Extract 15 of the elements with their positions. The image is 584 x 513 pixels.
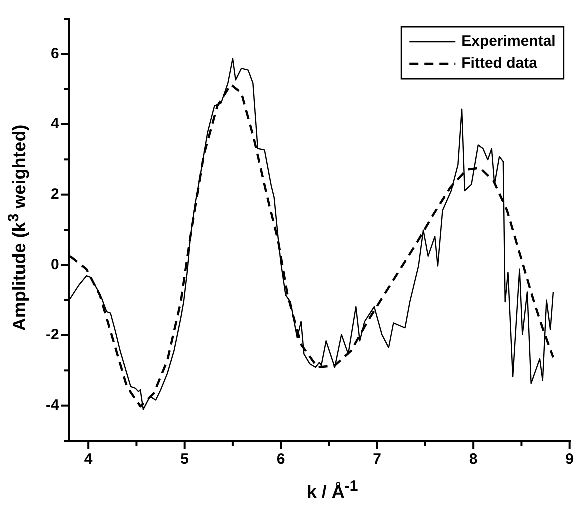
x-tick-label: 5 (180, 451, 190, 468)
y-tick-label: 4 (50, 116, 60, 133)
x-tick-label: 8 (469, 451, 478, 468)
x-axis-title: k / Å$^{-1}$ (306, 478, 360, 503)
legend-label: Fitted data (462, 55, 538, 72)
x-tick-label: 7 (373, 451, 382, 468)
y-tick-label: -2 (46, 326, 60, 344)
y-tick-label: -4 (46, 396, 60, 414)
y-tick-label: 6 (50, 45, 60, 62)
legend-label: Experimental (462, 33, 556, 50)
y-tick-label: 2 (50, 186, 60, 203)
x-tick-label: 4 (84, 451, 94, 468)
y-tick-label: 0 (50, 256, 60, 274)
x-tick-label: 9 (566, 451, 574, 468)
x-tick-label: 6 (276, 451, 286, 468)
